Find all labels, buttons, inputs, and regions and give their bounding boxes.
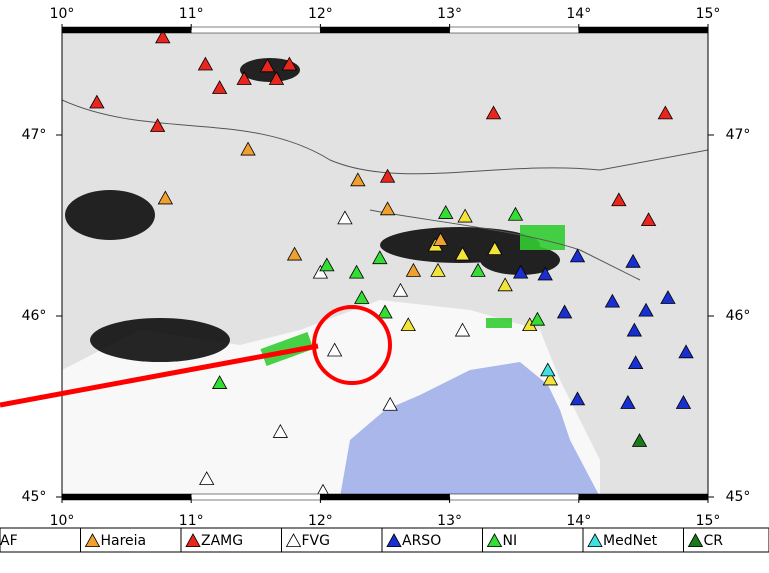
legend-label: MedNet <box>603 533 658 549</box>
frame-bar <box>62 494 191 500</box>
frame-bar <box>191 27 320 33</box>
frame-bar <box>579 27 708 33</box>
x-tick-label: 15° <box>696 513 721 529</box>
legend-label: AF <box>0 533 18 549</box>
frame-bar <box>450 27 579 33</box>
x-tick-label: 12° <box>308 513 333 529</box>
y-tick-label: 46° <box>22 308 47 324</box>
legend-label: NI <box>503 533 518 549</box>
frame-bar <box>62 27 191 33</box>
y-tick-label: 45° <box>726 489 751 505</box>
x-tick-label: 10° <box>50 513 75 529</box>
frame-bar <box>320 27 449 33</box>
y-tick-label: 47° <box>726 127 751 143</box>
x-tick-label: 12° <box>308 6 333 22</box>
y-tick-label: 45° <box>22 489 47 505</box>
legend-label: FVG <box>302 533 330 549</box>
x-tick-label: 10° <box>50 6 75 22</box>
x-tick-label: 13° <box>437 6 462 22</box>
frame-bar <box>579 494 708 500</box>
map: 10° 10° 11° 11° 12° 12° 13° 13° 14° 14° 15° 15° 45° 4… <box>0 0 769 569</box>
x-tick-label: 11° <box>179 513 204 529</box>
legend-label: CR <box>704 533 724 549</box>
y-tick-label: 46° <box>726 308 751 324</box>
x-tick-label: 14° <box>566 513 591 529</box>
frame-bar <box>191 494 320 500</box>
frame-bar <box>320 494 449 500</box>
frame-bar <box>450 494 579 500</box>
legend-label: Hareia <box>101 533 147 549</box>
x-tick-label: 11° <box>179 6 204 22</box>
y-tick-label: 47° <box>22 127 47 143</box>
legend-label: ARSO <box>402 533 441 549</box>
x-tick-label: 13° <box>437 513 462 529</box>
x-tick-label: 14° <box>566 6 591 22</box>
legend-label: ZAMG <box>201 533 243 549</box>
x-tick-label: 15° <box>696 6 721 22</box>
